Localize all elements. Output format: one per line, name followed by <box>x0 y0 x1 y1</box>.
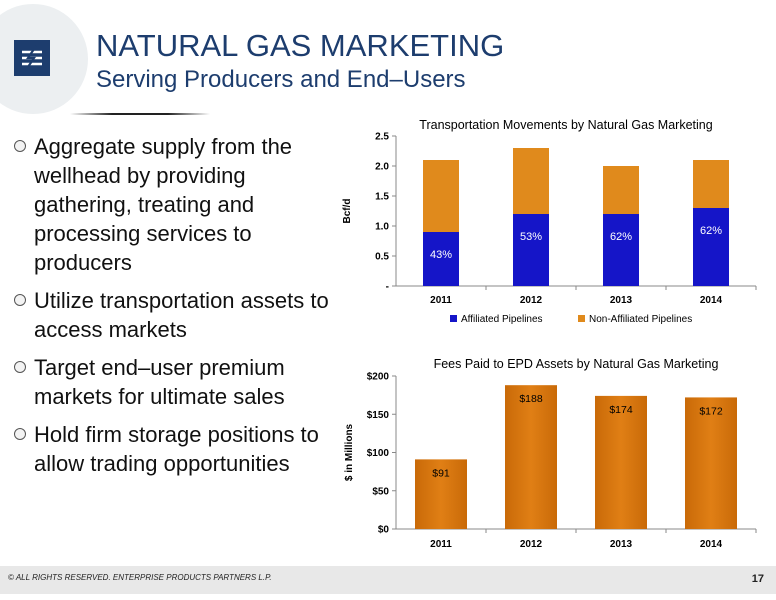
y-tick-label: 0.5 <box>375 252 389 263</box>
y-axis-label: Bcf/d <box>342 199 353 224</box>
bar-data-label: $172 <box>699 405 723 417</box>
bullet-circle-icon <box>14 428 26 440</box>
page-subtitle: Serving Producers and End–Users <box>96 66 466 93</box>
chart-title: Transportation Movements by Natural Gas … <box>419 118 712 132</box>
x-tick-label: 2012 <box>520 539 543 550</box>
fees-chart: Fees Paid to EPD Assets by Natural Gas M… <box>344 357 757 550</box>
page-number: 17 <box>751 573 764 585</box>
non-affiliated-bar <box>603 166 639 214</box>
bar-data-label: $174 <box>609 404 633 416</box>
logo-emblem-icon <box>22 45 42 71</box>
y-tick-label: 1.5 <box>375 192 389 203</box>
y-tick-label: $200 <box>367 372 390 383</box>
company-logo <box>14 40 50 76</box>
affiliated-bar <box>693 208 729 286</box>
bullet-item: Target end–user premium markets for ulti… <box>14 353 344 411</box>
bar-data-label: 43% <box>430 249 452 261</box>
x-tick-label: 2014 <box>700 539 723 550</box>
transportation-chart: Transportation Movements by Natural Gas … <box>342 118 757 325</box>
bullet-circle-icon <box>14 140 26 152</box>
bullet-text: Target end–user premium markets for ulti… <box>34 355 285 409</box>
x-tick-label: 2014 <box>700 295 723 306</box>
y-tick-label: $0 <box>378 525 390 536</box>
y-tick-label: $50 <box>372 486 389 497</box>
bullet-item: Hold firm storage positions to allow tra… <box>14 420 344 478</box>
y-tick-label: 2.0 <box>375 162 389 173</box>
y-tick-label: - <box>386 282 389 293</box>
non-affiliated-bar <box>693 160 729 208</box>
bullet-item: Utilize transportation assets to access … <box>14 286 344 344</box>
legend-swatch <box>450 315 457 322</box>
affiliated-bar <box>423 232 459 286</box>
bullet-item: Aggregate supply from the wellhead by pr… <box>14 132 344 277</box>
bullet-circle-icon <box>14 294 26 306</box>
bar-data-label: $188 <box>519 393 543 405</box>
bullet-text: Hold firm storage positions to allow tra… <box>34 422 319 476</box>
x-tick-label: 2013 <box>610 539 633 550</box>
y-axis-label: $ in Millions <box>344 423 355 481</box>
bar-data-label: 62% <box>700 225 722 237</box>
x-tick-label: 2013 <box>610 295 633 306</box>
bullet-circle-icon <box>14 361 26 373</box>
legend-label: Non-Affiliated Pipelines <box>589 314 692 325</box>
copyright-text: © ALL RIGHTS RESERVED. ENTERPRISE PRODUC… <box>8 573 272 582</box>
bullet-text: Aggregate supply from the wellhead by pr… <box>34 134 293 275</box>
y-tick-label: 2.5 <box>375 132 389 143</box>
affiliated-bar <box>513 214 549 286</box>
y-tick-label: 1.0 <box>375 222 389 233</box>
chart-title: Fees Paid to EPD Assets by Natural Gas M… <box>434 357 719 371</box>
legend-label: Affiliated Pipelines <box>461 314 543 325</box>
non-affiliated-bar <box>423 160 459 232</box>
bullet-list: Aggregate supply from the wellhead by pr… <box>14 132 344 487</box>
bullet-text: Utilize transportation assets to access … <box>34 288 329 342</box>
page-title: NATURAL GAS MARKETING <box>96 28 505 63</box>
footer-bar: © ALL RIGHTS RESERVED. ENTERPRISE PRODUC… <box>0 566 776 594</box>
y-tick-label: $100 <box>367 448 390 459</box>
bar-data-label: 53% <box>520 231 542 243</box>
x-tick-label: 2011 <box>430 539 452 550</box>
legend-swatch <box>578 315 585 322</box>
non-affiliated-bar <box>513 148 549 214</box>
fees-bar <box>685 397 737 529</box>
fees-bar <box>415 459 467 529</box>
x-tick-label: 2011 <box>430 295 452 306</box>
fees-bar <box>595 395 647 529</box>
x-tick-label: 2012 <box>520 295 543 306</box>
title-divider <box>70 113 210 115</box>
y-tick-label: $150 <box>367 410 390 421</box>
affiliated-bar <box>603 214 639 286</box>
fees-bar <box>505 385 557 529</box>
bar-data-label: $91 <box>432 467 450 479</box>
bar-data-label: 62% <box>610 231 632 243</box>
